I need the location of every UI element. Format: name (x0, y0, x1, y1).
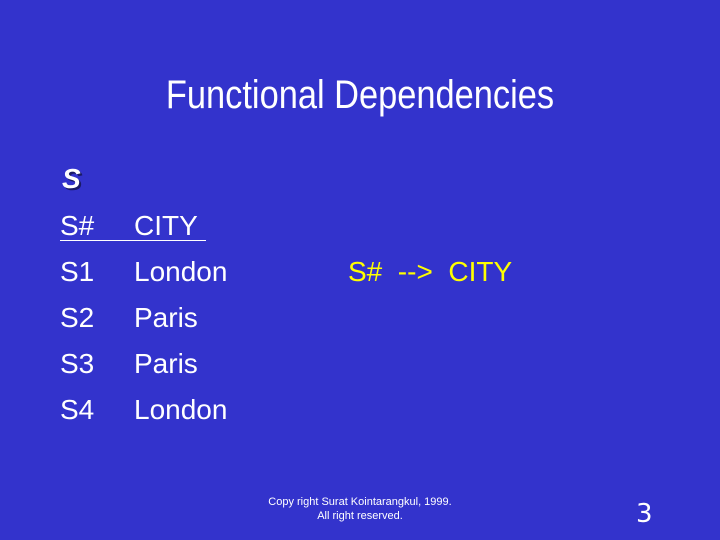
table-row: S2 Paris (60, 297, 240, 343)
header-sid: S# (60, 210, 95, 241)
table-header-row: S# CITY (60, 205, 240, 251)
table-row: S4 London (60, 389, 240, 435)
slide-title: Functional Dependencies (165, 73, 555, 117)
cell-city: Paris (134, 302, 198, 333)
cell-city: London (134, 394, 228, 425)
cell-sid: S2 (60, 302, 95, 333)
functional-dependency: S# --> CITY (348, 256, 513, 287)
relation-table: S# CITY S1 London S2 Paris S3 Paris S4 L… (60, 205, 240, 435)
rights-line: All right reserved. (317, 510, 403, 522)
cell-sid: S3 (60, 348, 95, 379)
page-number: 3 (636, 499, 653, 529)
header-underline (60, 240, 206, 241)
header-city: CITY (134, 210, 198, 241)
cell-sid: S1 (60, 256, 95, 287)
copyright-line: Copy right Surat Kointarangkul, 1999. (268, 496, 452, 508)
table-row: S3 Paris (60, 343, 240, 389)
cell-sid: S4 (60, 394, 95, 425)
table-row: S1 London (60, 251, 240, 297)
relation-name: S (62, 163, 81, 194)
cell-city: London (134, 256, 228, 287)
cell-city: Paris (134, 348, 198, 379)
copyright-footer: Copy right Surat Kointarangkul, 1999. Al… (240, 495, 480, 523)
